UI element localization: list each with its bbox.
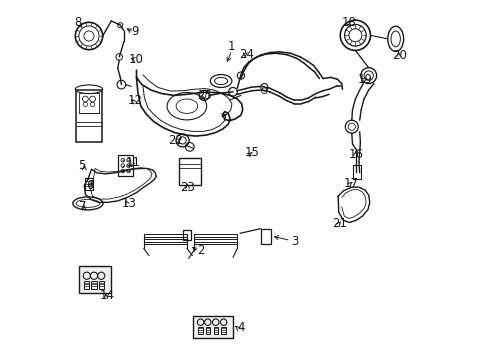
Bar [179, 158, 200, 185]
Text: 13: 13 [122, 197, 137, 210]
Text: 3: 3 [291, 235, 298, 248]
Bar [205, 327, 210, 334]
Text: 23: 23 [180, 181, 195, 194]
Text: 12: 12 [127, 94, 142, 107]
Bar [193, 316, 232, 338]
Text: 7: 7 [79, 201, 86, 213]
Text: 17: 17 [343, 177, 358, 190]
Bar [76, 90, 102, 142]
Bar [213, 327, 218, 334]
Text: 4: 4 [237, 321, 244, 334]
Text: 24: 24 [238, 48, 253, 60]
Text: 9: 9 [131, 25, 138, 38]
Text: 11: 11 [126, 156, 141, 168]
Text: 6: 6 [86, 179, 93, 192]
Text: 18: 18 [341, 16, 356, 29]
Text: 15: 15 [244, 147, 259, 159]
Text: 2: 2 [197, 244, 204, 257]
Bar [352, 165, 361, 179]
Bar [79, 266, 111, 293]
Text: 5: 5 [78, 159, 85, 172]
Bar [118, 155, 133, 176]
Bar [85, 178, 93, 190]
Bar [84, 281, 89, 289]
Text: 21: 21 [332, 217, 346, 230]
Bar [260, 229, 270, 244]
Bar [99, 281, 103, 289]
Text: 19: 19 [357, 73, 372, 86]
Bar [79, 93, 99, 113]
Text: 1: 1 [228, 40, 235, 53]
Text: 22: 22 [168, 134, 183, 147]
Bar [91, 281, 96, 289]
Bar [198, 327, 203, 334]
Text: 14: 14 [99, 289, 114, 302]
Text: 16: 16 [348, 148, 363, 161]
Text: 20: 20 [391, 49, 406, 62]
Text: 10: 10 [128, 53, 143, 66]
Text: 8: 8 [74, 16, 81, 29]
Bar [183, 230, 191, 240]
Bar [221, 327, 225, 334]
Text: 25: 25 [197, 89, 212, 102]
